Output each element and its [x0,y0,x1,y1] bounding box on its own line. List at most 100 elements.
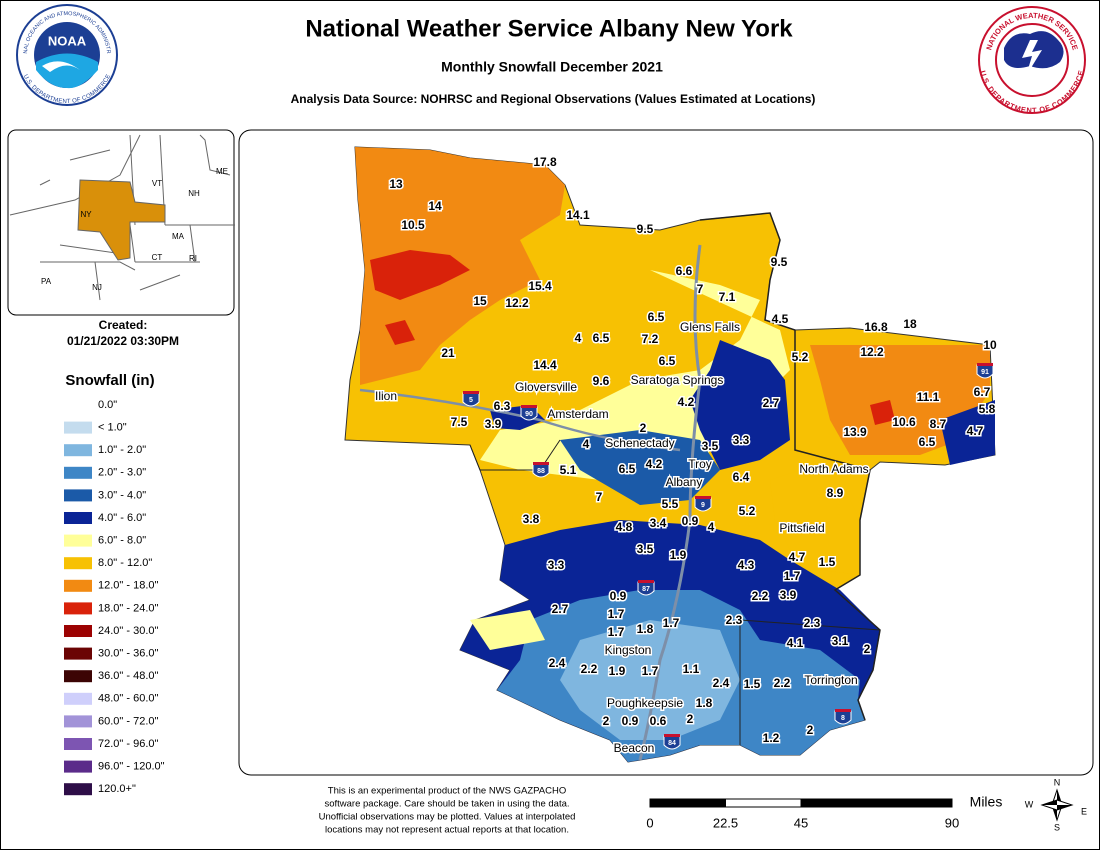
state-label: ME [216,167,228,176]
place-label: Kingston [605,643,652,657]
station-value: 7 [596,490,603,504]
state-label: NY [80,210,92,219]
station-value: 7.2 [642,332,659,346]
route-shield-top [664,734,680,737]
station-value: 1.8 [637,622,654,636]
station-value: 2 [603,714,610,728]
station-value: 10.6 [892,415,916,429]
station-value: 1.9 [609,664,626,678]
station-value: 2.2 [774,676,791,690]
route-shield-top [695,496,711,499]
station-value: 15 [473,294,487,308]
created-timestamp: 01/21/2022 03:30PM [67,334,179,348]
source: Analysis Data Source: NOHRSC and Regiona… [291,92,816,106]
legend-swatch [64,421,92,434]
station-value: 12.2 [505,296,529,310]
station-value: 7 [697,282,704,296]
station-value: 2 [807,723,814,737]
route-number: 87 [642,586,650,593]
legend-swatch [64,512,92,524]
station-value: 9.5 [771,255,788,269]
station-value: 4.7 [967,424,984,438]
station-value: 13 [389,177,403,191]
station-value: 4.7 [789,550,806,564]
station-value: 4.2 [646,457,663,471]
station-value: 5.8 [979,402,996,416]
legend-swatch [64,715,92,728]
station-value: 6.3 [494,399,511,413]
station-value: 13.9 [843,425,867,439]
legend-swatch [64,602,92,615]
station-value: 2 [640,421,647,435]
legend-swatch [64,760,92,773]
compass-s: S [1054,822,1060,832]
legend: 0.0" < 1.0" 1.0" - 2.0" 2.0" - 3.0" 3.0" - 4… [64,399,165,796]
legend-label: 12.0" - 18.0" [98,580,158,592]
station-value: 10.5 [401,218,425,232]
scale-bar: Miles 0 22.5 45 90 [646,794,1002,831]
legend-label: 8.0" - 12.0" [98,557,152,569]
snowfall-analysis [344,146,996,763]
station-value: 2 [687,712,694,726]
station-value: 21 [441,346,455,360]
station-value: 3.5 [702,439,719,453]
legend-label: 60.0" - 72.0" [98,715,158,727]
route-shield-top [533,462,549,465]
route-number: 90 [525,411,533,418]
nws-logo: NATIONAL WEATHER SERVICE U.S. DEPARTMENT… [978,6,1086,115]
legend-swatch [64,489,92,502]
route-shield [520,406,538,421]
inset-map [7,129,235,316]
station-value: 1.9 [670,548,687,562]
station-value: 5.5 [662,497,679,511]
station-value: 0.6 [650,714,667,728]
place-label: Troy [688,457,712,471]
route-shield-top [521,405,537,408]
legend-label: 48.0" - 60.0" [98,693,158,705]
station-value: 6.5 [919,435,936,449]
legend-label: 24.0" - 30.0" [98,625,158,637]
station-value: 3.3 [733,433,750,447]
place-label: Glens Falls [680,320,740,334]
route-shield-top [977,363,993,366]
station-value: 0.9 [610,589,627,603]
route-shield-top [638,580,654,583]
scale-unit: Miles [970,794,1003,810]
state-label: PA [41,277,52,286]
route-number: 91 [981,369,989,376]
scale-tick-label: 22.5 [713,815,738,830]
place-label: Saratoga Springs [631,373,724,387]
place-label: Schenectady [605,436,674,450]
station-value: 4 [575,331,582,345]
station-value: 10 [983,338,997,352]
station-value: 2.4 [713,676,730,690]
route-shield [532,463,550,478]
station-value: 1.8 [696,696,713,710]
legend-label: 30.0" - 36.0" [98,648,158,660]
route-shield [637,581,655,596]
noaa-text: NOAA [48,33,87,48]
state-label: NJ [92,283,102,292]
legend-label: 36.0" - 48.0" [98,670,158,682]
place-label: North Adams [799,462,868,476]
legend-swatch [64,579,92,592]
station-value: 3.9 [485,417,502,431]
station-value: 3.1 [832,634,849,648]
station-value: 8.9 [827,486,844,500]
station-value: 4.2 [678,395,695,409]
legend-label: 120.0+" [98,783,136,795]
map-labels: 5 90 88 9 87 91 8 84 Ilion Glens Falls Gloversvill… [373,154,998,757]
compass-n: N [1054,777,1061,787]
station-value: 1.7 [608,625,625,639]
place-label: Beacon [614,741,655,755]
legend-swatch [64,534,92,547]
disclaimer-line: locations may not represent actual repor… [325,825,569,836]
station-value: 2.3 [804,616,821,630]
station-value: 15.4 [528,279,552,293]
state-label: RI [189,254,197,263]
station-value: 1.2 [763,731,780,745]
legend-swatch [64,647,92,660]
scale-segment [800,798,953,808]
legend-swatch [64,444,92,457]
